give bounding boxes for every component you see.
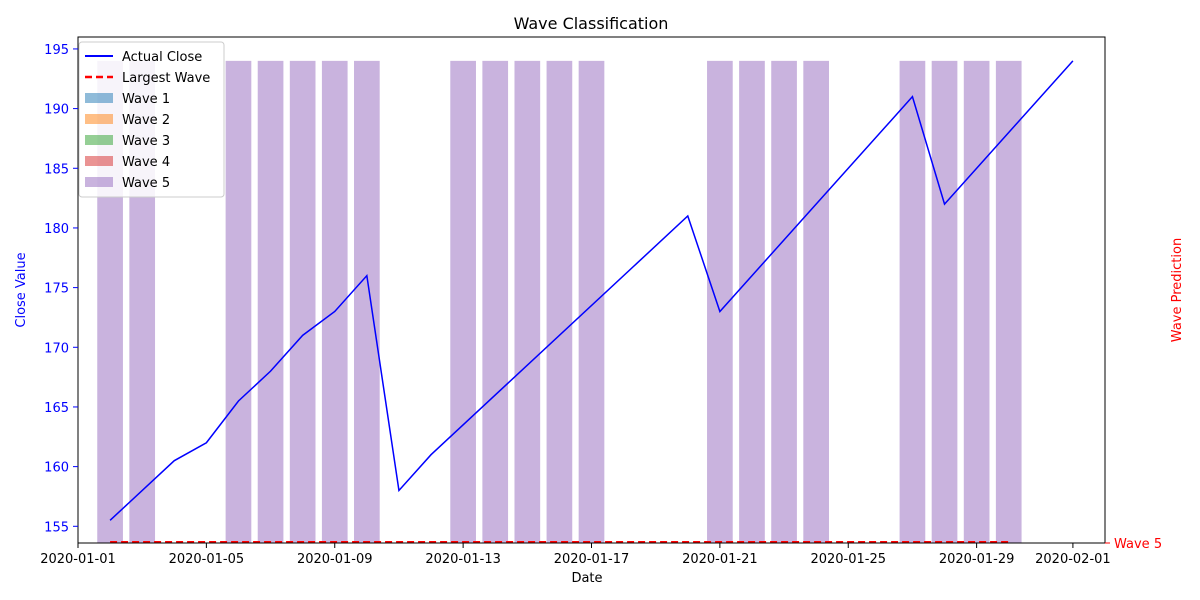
wave-bar: [225, 60, 252, 544]
legend-label: Wave 1: [122, 92, 170, 107]
y2-axis-ticks: Wave 5: [1105, 537, 1162, 552]
legend-label: Actual Close: [122, 50, 202, 65]
y-tick-label: 155: [44, 520, 69, 535]
y-tick-label: 190: [44, 103, 69, 118]
legend-label: Wave 4: [122, 155, 170, 170]
x-tick-label: 2020-01-21: [682, 552, 758, 567]
wave-bar: [963, 60, 990, 544]
legend-swatch: [85, 156, 113, 166]
wave-bar: [578, 60, 605, 544]
y-tick-label: 180: [44, 222, 69, 237]
legend-swatch: [85, 135, 113, 145]
x-tick-label: 2020-02-01: [1035, 552, 1111, 567]
chart-title: Wave Classification: [514, 14, 669, 33]
wave-bar: [354, 60, 380, 544]
x-tick-label: 2020-01-01: [40, 552, 116, 567]
wave-bar: [931, 60, 958, 544]
x-tick-label: 2020-01-29: [939, 552, 1015, 567]
wave-bar: [546, 60, 573, 544]
legend-swatch: [85, 114, 113, 124]
y-axis-label: Close Value: [14, 252, 29, 327]
wave-bar: [514, 60, 541, 544]
x-axis-label: Date: [571, 571, 602, 586]
legend-label: Largest Wave: [122, 71, 210, 86]
y-tick-label: 195: [44, 43, 69, 58]
wave-bar: [257, 60, 284, 544]
wave-bar: [771, 60, 797, 544]
y2-axis-label: Wave Prediction: [1170, 238, 1185, 342]
wave-bar: [450, 60, 476, 544]
legend-label: Wave 5: [122, 176, 170, 191]
wave-bar: [482, 60, 509, 544]
wave-bar: [899, 60, 926, 544]
legend-label: Wave 2: [122, 113, 170, 128]
legend-box: [78, 41, 225, 198]
wave-bar: [739, 60, 765, 544]
y-tick-label: 175: [44, 282, 69, 297]
legend-swatch: [85, 93, 113, 103]
y-axis-ticks: 155 160 165 170 175 180 185 190 195: [44, 43, 78, 535]
y-tick-label: 165: [44, 401, 69, 416]
x-tick-label: 2020-01-05: [169, 552, 245, 567]
legend-swatch: [85, 177, 113, 187]
x-tick-label: 2020-01-17: [554, 552, 630, 567]
y-tick-label: 160: [44, 461, 69, 476]
y-tick-label: 170: [44, 341, 69, 356]
chart-lines: [109, 60, 1074, 543]
x-axis-ticks: 2020-01-01 2020-01-05 2020-01-09 2020-01-13…: [40, 543, 1111, 567]
y-tick-label: 185: [44, 162, 69, 177]
x-tick-label: 2020-01-09: [297, 552, 373, 567]
x-tick-label: 2020-01-25: [810, 552, 886, 567]
x-tick-label: 2020-01-13: [425, 552, 501, 567]
wave-bar: [289, 60, 316, 544]
y2-tick-label: Wave 5: [1114, 537, 1162, 552]
actual-close-line: [109, 60, 1074, 521]
legend-label: Wave 3: [122, 134, 170, 149]
wave-bar: [803, 60, 829, 544]
legend: Actual Close Largest Wave Wave 1 Wave 2 Wave…: [78, 41, 225, 198]
